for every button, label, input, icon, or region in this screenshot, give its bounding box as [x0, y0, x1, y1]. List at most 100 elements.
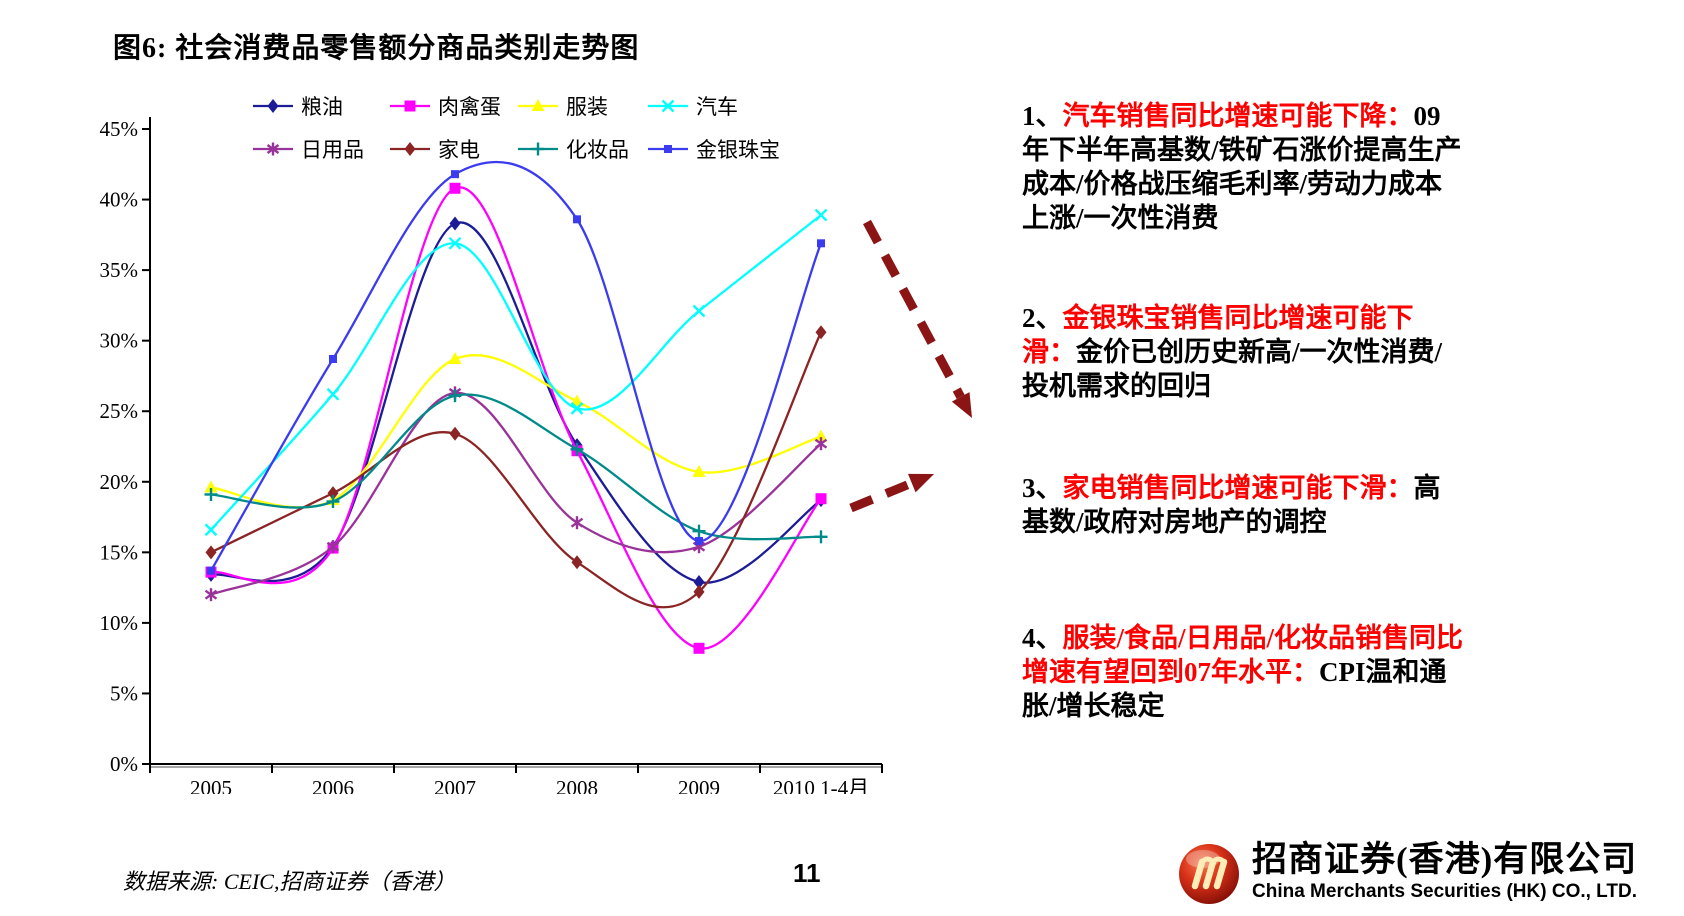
data-point-marker — [204, 523, 218, 537]
y-tick-label: 15% — [100, 540, 139, 564]
legend-item-化妆品: 化妆品 — [518, 138, 629, 162]
annotation-block-3: 3、家电销售同比增速可能下滑：高基数/政府对房地产的调控 — [1022, 471, 1467, 539]
x-tick-label: 2007 — [434, 776, 476, 794]
legend-label: 日用品 — [301, 138, 364, 162]
annotation-heading: 汽车销售同比增速可能下降： — [1062, 101, 1414, 131]
data-point-marker — [692, 464, 706, 477]
legend-item-金银珠宝: 金银珠宝 — [648, 138, 780, 162]
figure-title: 图6: 社会消费品零售额分商品类别走势图 — [113, 33, 640, 64]
data-point-marker — [404, 142, 416, 156]
legend-label: 汽车 — [696, 95, 738, 119]
annotation-heading: 服装/食品/日用品/化妆品销售同比增速有望回到07年水平： — [1022, 623, 1464, 687]
annotation-block-1: 1、汽车销售同比增速可能下降：09年下半年高基数/铁矿石涨价提高生产成本/价格战… — [1022, 99, 1467, 235]
y-tick-label: 5% — [110, 681, 138, 705]
legend-item-汽车: 汽车 — [648, 95, 738, 119]
data-point-marker — [327, 486, 339, 501]
y-tick-label: 45% — [100, 117, 139, 141]
y-tick-label: 30% — [100, 329, 139, 353]
data-point-marker — [817, 239, 825, 248]
data-point-marker — [267, 99, 279, 113]
x-tick-label: 2008 — [556, 776, 598, 794]
annotation-block-4: 4、服装/食品/日用品/化妆品销售同比增速有望回到07年水平：CPI温和通胀/增… — [1022, 621, 1467, 723]
legend-label: 金银珠宝 — [696, 138, 780, 162]
annotation-heading: 家电销售同比增速可能下滑： — [1062, 473, 1414, 503]
data-point-marker — [449, 426, 461, 441]
data-point-marker — [204, 487, 218, 501]
y-tick-label: 0% — [110, 752, 138, 776]
legend-item-日用品: 日用品 — [253, 138, 364, 162]
data-point-marker — [531, 142, 545, 156]
legend-label: 粮油 — [301, 95, 343, 119]
data-point-marker — [449, 216, 461, 231]
data-point-marker — [329, 355, 337, 364]
data-point-marker — [570, 516, 584, 530]
data-point-marker — [404, 100, 416, 112]
company-name-zh: 招商证券(香港)有限公司 — [1252, 840, 1638, 879]
data-point-marker — [266, 142, 280, 156]
annotation-number: 3、 — [1022, 473, 1063, 503]
legend-label: 肉禽蛋 — [438, 95, 501, 119]
data-point-marker — [448, 389, 462, 403]
annotation-body: 高基数/政府对房地产的调控 — [1022, 473, 1441, 537]
company-name-en: China Merchants Securities (HK) CO., LTD… — [1252, 881, 1637, 902]
x-tick-label: 2005 — [190, 776, 232, 794]
annotation-number: 1、 — [1022, 101, 1063, 131]
data-point-marker — [814, 530, 828, 544]
annotation-block-2: 2、金银珠宝销售同比增速可能下滑：金价已创历史新高/一次性消费/投机需求的回归 — [1022, 301, 1467, 403]
x-tick-label: 2009 — [678, 776, 720, 794]
data-point-marker — [326, 495, 340, 509]
data-point-marker — [570, 442, 584, 456]
data-point-marker — [449, 182, 461, 194]
y-tick-label: 25% — [100, 399, 139, 423]
data-point-marker — [693, 642, 705, 654]
y-tick-label: 20% — [100, 470, 139, 494]
series-line-6 — [210, 393, 822, 541]
axes — [149, 117, 882, 765]
page-number: 11 — [793, 858, 821, 888]
data-point-marker — [814, 208, 828, 222]
legend-item-粮油: 粮油 — [253, 95, 343, 119]
data-point-marker — [205, 545, 217, 560]
annotation-number: 2、 — [1022, 303, 1063, 333]
data-point-marker — [571, 555, 583, 570]
x-tick-label: 2006 — [312, 776, 354, 794]
legend-label: 服装 — [566, 95, 608, 119]
y-tick-label: 10% — [100, 611, 139, 635]
data-point-marker — [326, 387, 340, 401]
data-point-marker — [814, 437, 828, 451]
logo-mark-icon — [1179, 844, 1239, 904]
annotation-number: 4、 — [1022, 623, 1063, 653]
data-point-marker — [815, 493, 827, 505]
data-point-marker — [204, 588, 218, 602]
y-tick-label: 40% — [100, 188, 139, 212]
legend-item-家电: 家电 — [390, 138, 480, 162]
annotation-body: 09年下半年高基数/铁矿石涨价提高生产成本/价格战压缩毛利率/劳动力成本上涨/一… — [1022, 101, 1462, 233]
annotation-body: CPI温和通胀/增长稳定 — [1022, 657, 1447, 721]
company-logo: 招商证券(香港)有限公司 China Merchants Securities … — [1176, 840, 1637, 906]
company-name: 招商证券(香港)有限公司 China Merchants Securities … — [1252, 840, 1637, 904]
y-tick-label: 35% — [100, 258, 139, 282]
data-point-marker — [448, 352, 462, 365]
data-point-marker — [695, 537, 703, 546]
data-point-marker — [814, 429, 828, 442]
data-point-marker — [448, 236, 462, 250]
data-point-marker — [531, 99, 545, 111]
data-point-marker — [326, 540, 340, 554]
legend-label: 家电 — [438, 138, 480, 162]
annotation-heading: 金银珠宝销售同比增速可能下滑： — [1022, 303, 1414, 367]
data-point-marker — [204, 480, 218, 493]
data-point-marker — [664, 145, 672, 153]
series-line-1 — [210, 186, 822, 650]
data-point-marker — [451, 170, 459, 179]
data-point-marker — [570, 402, 584, 415]
x-tick-label: 2010 1-4月 — [773, 776, 869, 794]
data-point-marker — [692, 304, 706, 318]
legend-item-服装: 服装 — [518, 95, 608, 119]
data-point-marker — [661, 99, 675, 113]
annotation-body: 金价已创历史新高/一次性消费/投机需求的回归 — [1022, 337, 1443, 401]
data-point-marker — [693, 574, 705, 589]
data-point-marker — [815, 325, 827, 340]
legend-label: 化妆品 — [566, 138, 629, 162]
legend-item-肉禽蛋: 肉禽蛋 — [390, 95, 501, 119]
series-line-7 — [210, 160, 823, 572]
